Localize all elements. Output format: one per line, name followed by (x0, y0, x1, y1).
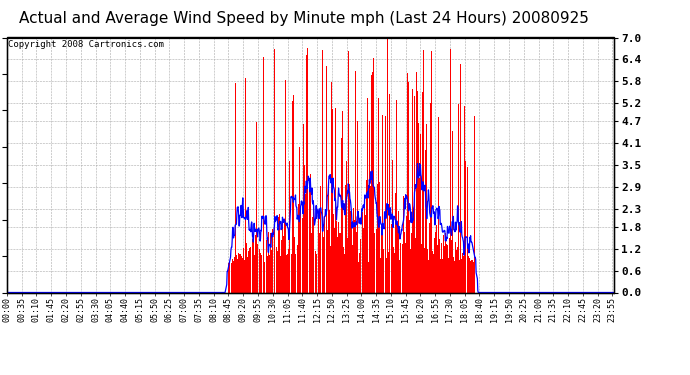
Text: Actual and Average Wind Speed by Minute mph (Last 24 Hours) 20080925: Actual and Average Wind Speed by Minute … (19, 11, 589, 26)
Text: Copyright 2008 Cartronics.com: Copyright 2008 Cartronics.com (8, 40, 164, 49)
